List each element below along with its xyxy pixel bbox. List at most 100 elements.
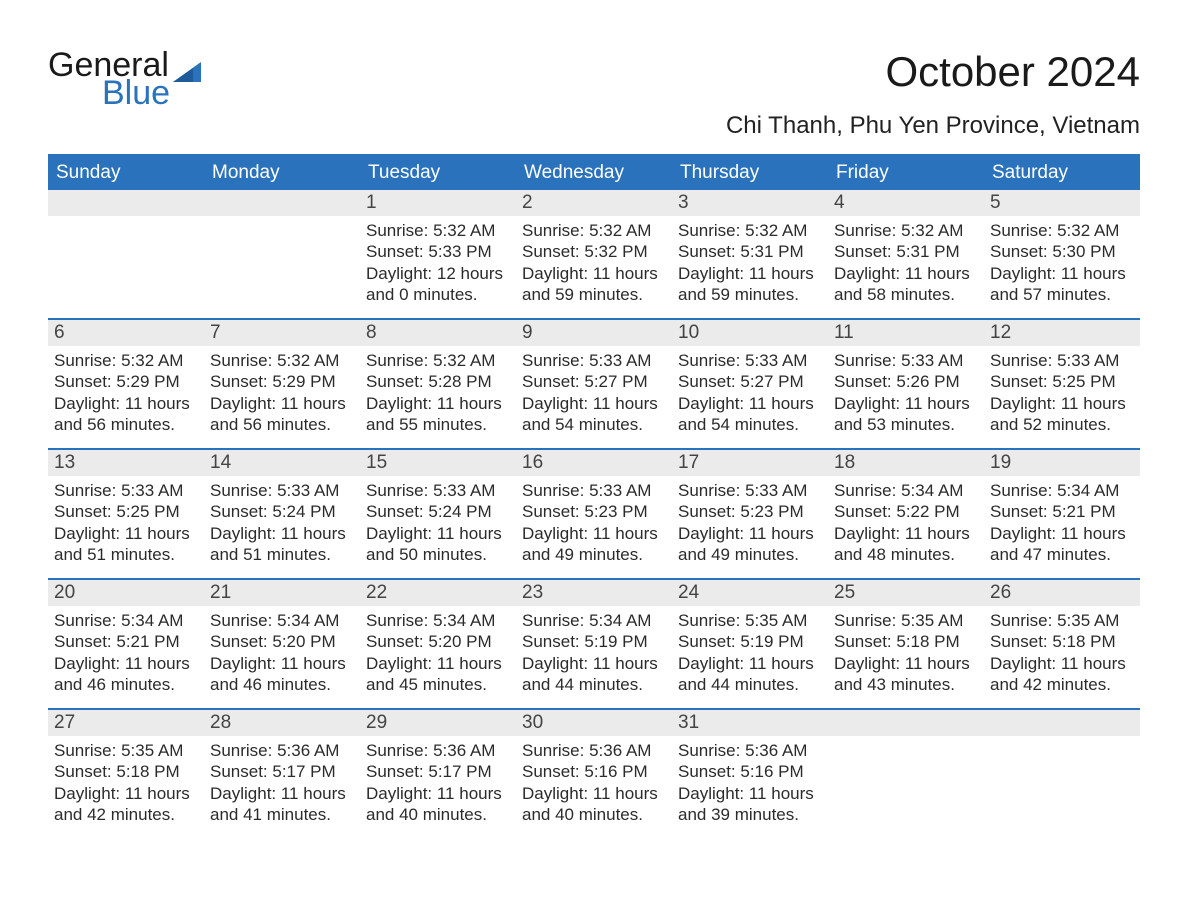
sunset-text: Sunset: 5:27 PM <box>522 371 666 392</box>
sunset-text: Sunset: 5:16 PM <box>678 761 822 782</box>
location-subtitle: Chi Thanh, Phu Yen Province, Vietnam <box>726 112 1140 140</box>
day-content: Sunrise: 5:34 AMSunset: 5:20 PMDaylight:… <box>360 606 516 701</box>
day-cell: 17Sunrise: 5:33 AMSunset: 5:23 PMDayligh… <box>672 450 828 578</box>
sunset-text: Sunset: 5:22 PM <box>834 501 978 522</box>
sunrise-text: Sunrise: 5:33 AM <box>522 350 666 371</box>
day-cell: 23Sunrise: 5:34 AMSunset: 5:19 PMDayligh… <box>516 580 672 708</box>
day-cell: 15Sunrise: 5:33 AMSunset: 5:24 PMDayligh… <box>360 450 516 578</box>
day-number: 14 <box>204 450 360 476</box>
daylight1-text: Daylight: 11 hours <box>834 523 978 544</box>
daylight1-text: Daylight: 11 hours <box>834 653 978 674</box>
day-content: Sunrise: 5:35 AMSunset: 5:19 PMDaylight:… <box>672 606 828 701</box>
day-number: 24 <box>672 580 828 606</box>
sunrise-text: Sunrise: 5:34 AM <box>54 610 198 631</box>
daylight2-text: and 52 minutes. <box>990 414 1134 435</box>
sunset-text: Sunset: 5:23 PM <box>522 501 666 522</box>
sunrise-text: Sunrise: 5:34 AM <box>990 480 1134 501</box>
daylight1-text: Daylight: 11 hours <box>990 263 1134 284</box>
sunrise-text: Sunrise: 5:34 AM <box>522 610 666 631</box>
sunset-text: Sunset: 5:30 PM <box>990 241 1134 262</box>
daylight1-text: Daylight: 11 hours <box>210 523 354 544</box>
day-cell <box>984 710 1140 838</box>
sunset-text: Sunset: 5:18 PM <box>834 631 978 652</box>
day-number: 1 <box>360 190 516 216</box>
day-number: 5 <box>984 190 1140 216</box>
daylight1-text: Daylight: 11 hours <box>522 263 666 284</box>
sunset-text: Sunset: 5:20 PM <box>210 631 354 652</box>
sunset-text: Sunset: 5:16 PM <box>522 761 666 782</box>
daylight1-text: Daylight: 11 hours <box>834 263 978 284</box>
sunrise-text: Sunrise: 5:33 AM <box>678 350 822 371</box>
daylight1-text: Daylight: 11 hours <box>522 393 666 414</box>
day-cell: 10Sunrise: 5:33 AMSunset: 5:27 PMDayligh… <box>672 320 828 448</box>
day-number: 7 <box>204 320 360 346</box>
sunrise-text: Sunrise: 5:35 AM <box>678 610 822 631</box>
sunrise-text: Sunrise: 5:32 AM <box>210 350 354 371</box>
day-cell: 24Sunrise: 5:35 AMSunset: 5:19 PMDayligh… <box>672 580 828 708</box>
daylight1-text: Daylight: 11 hours <box>210 393 354 414</box>
daylight2-text: and 49 minutes. <box>678 544 822 565</box>
day-cell: 13Sunrise: 5:33 AMSunset: 5:25 PMDayligh… <box>48 450 204 578</box>
week-row: 1Sunrise: 5:32 AMSunset: 5:33 PMDaylight… <box>48 190 1140 318</box>
daylight1-text: Daylight: 11 hours <box>54 653 198 674</box>
sunrise-text: Sunrise: 5:34 AM <box>210 610 354 631</box>
day-number: 11 <box>828 320 984 346</box>
sunset-text: Sunset: 5:19 PM <box>678 631 822 652</box>
day-number: 29 <box>360 710 516 736</box>
day-cell: 9Sunrise: 5:33 AMSunset: 5:27 PMDaylight… <box>516 320 672 448</box>
day-cell: 12Sunrise: 5:33 AMSunset: 5:25 PMDayligh… <box>984 320 1140 448</box>
weekday-header: Wednesday <box>516 156 672 190</box>
weekday-header: Monday <box>204 156 360 190</box>
daylight2-text: and 43 minutes. <box>834 674 978 695</box>
day-number: 28 <box>204 710 360 736</box>
daylight1-text: Daylight: 11 hours <box>522 783 666 804</box>
daylight2-text: and 40 minutes. <box>522 804 666 825</box>
day-number: 9 <box>516 320 672 346</box>
day-cell: 21Sunrise: 5:34 AMSunset: 5:20 PMDayligh… <box>204 580 360 708</box>
day-cell: 19Sunrise: 5:34 AMSunset: 5:21 PMDayligh… <box>984 450 1140 578</box>
day-cell: 6Sunrise: 5:32 AMSunset: 5:29 PMDaylight… <box>48 320 204 448</box>
page-header: General Blue October 2024 Chi Thanh, Phu… <box>48 48 1140 140</box>
sunset-text: Sunset: 5:19 PM <box>522 631 666 652</box>
day-cell: 26Sunrise: 5:35 AMSunset: 5:18 PMDayligh… <box>984 580 1140 708</box>
sunrise-text: Sunrise: 5:33 AM <box>54 480 198 501</box>
day-content: Sunrise: 5:35 AMSunset: 5:18 PMDaylight:… <box>828 606 984 701</box>
sunset-text: Sunset: 5:29 PM <box>210 371 354 392</box>
day-cell: 27Sunrise: 5:35 AMSunset: 5:18 PMDayligh… <box>48 710 204 838</box>
sunset-text: Sunset: 5:17 PM <box>366 761 510 782</box>
daylight2-text: and 50 minutes. <box>366 544 510 565</box>
daylight1-text: Daylight: 11 hours <box>522 523 666 544</box>
sunrise-text: Sunrise: 5:33 AM <box>522 480 666 501</box>
day-number: 4 <box>828 190 984 216</box>
day-number: 2 <box>516 190 672 216</box>
day-content: Sunrise: 5:34 AMSunset: 5:21 PMDaylight:… <box>48 606 204 701</box>
daylight1-text: Daylight: 11 hours <box>678 783 822 804</box>
daylight2-text: and 48 minutes. <box>834 544 978 565</box>
day-cell: 7 Sunrise: 5:32 AMSunset: 5:29 PMDaylight… <box>204 320 360 448</box>
daylight2-text: and 41 minutes. <box>210 804 354 825</box>
sunset-text: Sunset: 5:21 PM <box>54 631 198 652</box>
daylight2-text: and 51 minutes. <box>54 544 198 565</box>
sunrise-text: Sunrise: 5:36 AM <box>210 740 354 761</box>
day-number: 26 <box>984 580 1140 606</box>
sunrise-text: Sunrise: 5:36 AM <box>522 740 666 761</box>
daylight1-text: Daylight: 11 hours <box>366 393 510 414</box>
daylight2-text: and 46 minutes. <box>54 674 198 695</box>
sunrise-text: Sunrise: 5:33 AM <box>678 480 822 501</box>
weekday-header: Friday <box>828 156 984 190</box>
week-row: 6Sunrise: 5:32 AMSunset: 5:29 PMDaylight… <box>48 318 1140 448</box>
day-content: Sunrise: 5:34 AMSunset: 5:19 PMDaylight:… <box>516 606 672 701</box>
day-cell: 8Sunrise: 5:32 AMSunset: 5:28 PMDaylight… <box>360 320 516 448</box>
daylight2-text: and 57 minutes. <box>990 284 1134 305</box>
day-number: 12 <box>984 320 1140 346</box>
daylight2-text: and 46 minutes. <box>210 674 354 695</box>
daylight1-text: Daylight: 11 hours <box>366 523 510 544</box>
daylight2-text: and 54 minutes. <box>522 414 666 435</box>
daylight1-text: Daylight: 11 hours <box>678 653 822 674</box>
day-content: Sunrise: 5:33 AMSunset: 5:27 PMDaylight:… <box>516 346 672 441</box>
day-number: 13 <box>48 450 204 476</box>
daylight1-text: Daylight: 11 hours <box>678 523 822 544</box>
day-content: Sunrise: 5:34 AMSunset: 5:21 PMDaylight:… <box>984 476 1140 571</box>
daylight2-text: and 54 minutes. <box>678 414 822 435</box>
day-cell: 22Sunrise: 5:34 AMSunset: 5:20 PMDayligh… <box>360 580 516 708</box>
